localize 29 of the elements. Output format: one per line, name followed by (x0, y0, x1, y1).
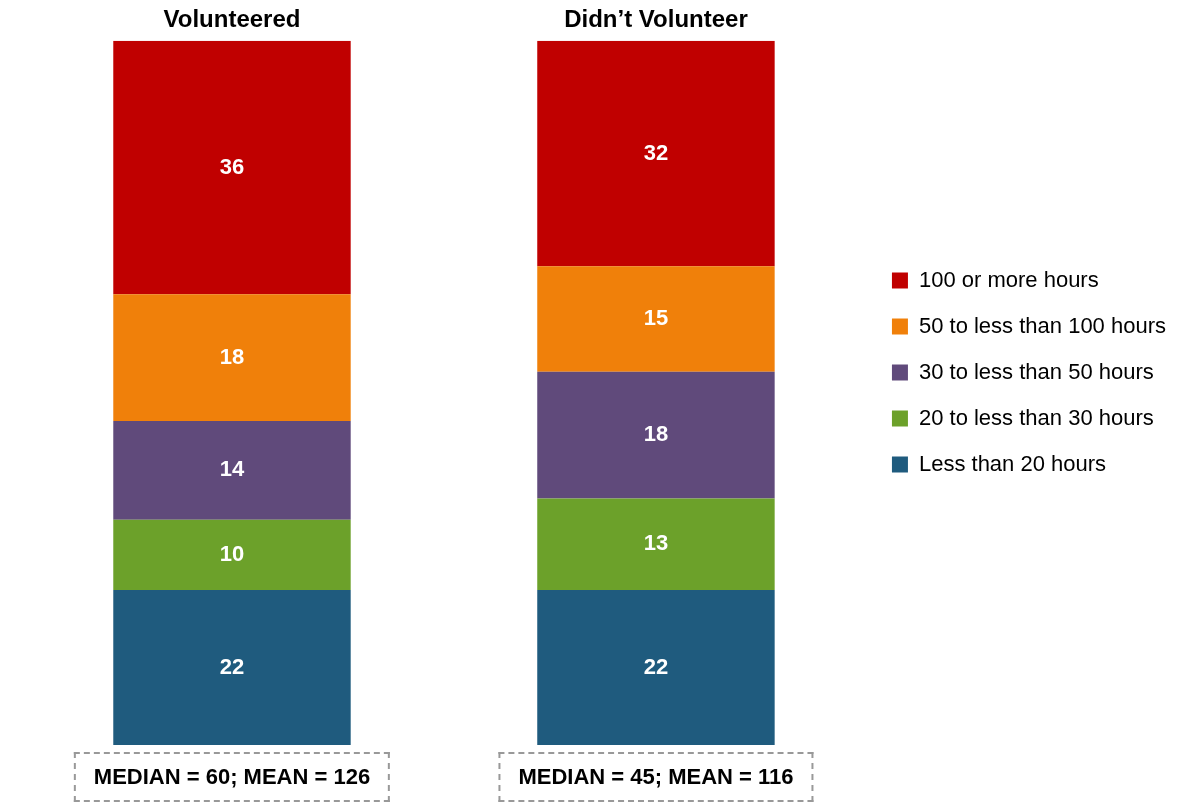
legend-label: 30 to less than 50 hours (918, 358, 1154, 384)
data-label: 14 (219, 456, 245, 482)
bar (537, 498, 775, 591)
data-label: 18 (643, 421, 669, 447)
bar (537, 266, 775, 372)
data-label: 22 (643, 653, 669, 679)
legend-label: 50 to less than 100 hours (918, 312, 1166, 338)
legend-label: 100 or more hours (918, 266, 1099, 292)
legend-label: Less than 20 hours (918, 450, 1107, 476)
bar (113, 40, 351, 295)
x-tick-label: Didn’t Volunteer (564, 5, 748, 33)
bar (537, 371, 775, 499)
bar (113, 421, 351, 520)
text: MEDIAN = 60; MEAN = 126 (73, 752, 391, 802)
data-label: 22 (219, 653, 245, 679)
legend-label: 20 to less than 30 hours (918, 404, 1154, 430)
x-tick-label: Volunteered (163, 5, 301, 33)
data-label: 36 (219, 153, 245, 179)
data-label: 15 (643, 305, 669, 331)
bar (113, 294, 351, 422)
text: MEDIAN = 45; MEAN = 116 (498, 752, 814, 802)
data-label: 13 (643, 530, 669, 556)
bar (113, 519, 351, 591)
bar (113, 590, 351, 745)
bar (537, 40, 775, 267)
data-label: 10 (219, 540, 245, 566)
bar (537, 590, 775, 745)
data-label: 18 (219, 343, 245, 369)
data-label: 32 (643, 139, 669, 165)
